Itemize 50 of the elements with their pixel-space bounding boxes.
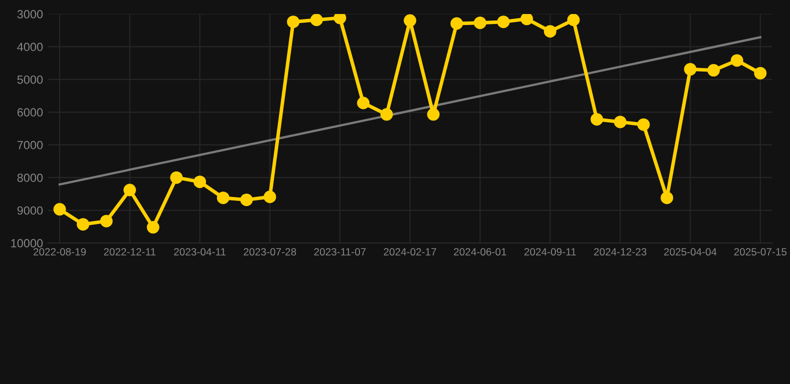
point [567,14,580,26]
x-tick-label: 2024-02-17 [384,248,436,256]
point [520,14,534,26]
point [544,25,556,38]
point [660,192,674,204]
point [240,194,253,206]
y-tick-label: 4000 [17,42,43,52]
x-tick-label: 2023-11-07 [314,248,366,256]
point [146,221,160,234]
point [754,66,767,80]
point [357,96,370,110]
point [637,118,650,131]
point [427,108,440,121]
x-tick-label: 2024-06-01 [454,248,506,256]
y-tick-label: 10000 [11,239,43,248]
y-tick-label: 8000 [17,174,43,182]
x-tick-label: 2024-09-11 [524,248,576,256]
point [614,116,626,128]
point [170,171,183,184]
point [730,54,744,67]
y-tick-label: 9000 [17,206,43,215]
point [684,63,697,76]
point [194,176,206,188]
point [450,17,463,30]
x-tick-label: 2022-12-11 [104,248,156,256]
point [76,218,90,231]
y-tick-label: 3000 [17,10,43,18]
point [334,14,346,24]
point [474,16,486,30]
point [310,14,323,26]
point [100,214,113,228]
x-tick-label: 2024-12-23 [594,248,646,256]
y-tick-label: 7000 [17,140,43,150]
point [286,16,300,28]
x-tick-label: 2025-07-15 [734,248,787,256]
y-tick-label: 6000 [17,108,43,117]
point [497,16,510,28]
point [404,14,416,27]
point [53,203,66,216]
point [216,192,230,204]
x-tick-label: 2025-04-04 [664,248,717,256]
y-tick-label: 5000 [17,75,43,84]
point [590,113,604,126]
point [123,184,136,196]
x-tick-label: 2023-04-11 [174,248,226,256]
point [707,64,720,77]
x-tick-label: 2023-07-28 [244,248,296,256]
x-tick-label: 2022-08-19 [34,248,86,256]
point [380,108,393,121]
point [264,190,276,204]
